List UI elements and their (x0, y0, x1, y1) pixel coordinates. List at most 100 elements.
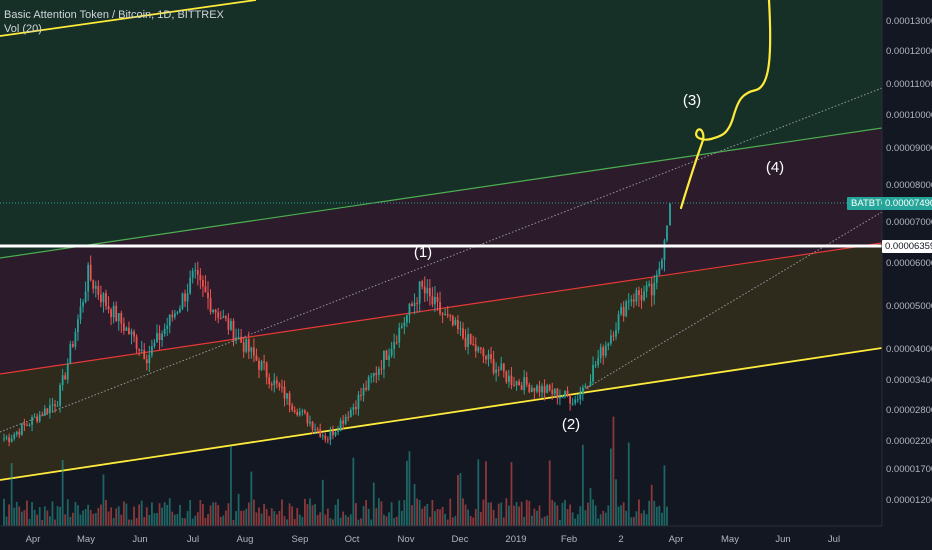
candle-body (61, 375, 64, 386)
volume-bar (457, 474, 459, 526)
volume-bar (594, 505, 597, 526)
volume-bar (298, 514, 301, 526)
volume-bar (194, 515, 197, 526)
volume-bar (186, 511, 189, 526)
candle-body (304, 410, 306, 413)
candle-body (528, 384, 531, 393)
candle-body (666, 225, 668, 241)
volume-bar (130, 519, 133, 526)
candle-body (337, 430, 339, 432)
candle-body (263, 361, 265, 363)
candle-body (500, 363, 503, 371)
candle-body (638, 290, 640, 296)
time-axis[interactable]: Apr May Jun Jul Aug Sep Oct Nov Dec 2019 Feb 2 Apr Ma… (26, 534, 840, 545)
candle-body (400, 326, 403, 328)
candle-body (199, 274, 202, 281)
volume-bar (161, 507, 163, 526)
volume-bar (329, 518, 332, 526)
volume-bar (398, 500, 401, 526)
candle-body (20, 423, 23, 435)
volume-bar (564, 499, 566, 526)
candle-body (298, 411, 301, 416)
volume-bar (319, 512, 322, 526)
price-axis[interactable]: 0.00013000 0.00012000 0.00011000 0.00010000… (886, 16, 932, 506)
volume-bar (661, 512, 663, 526)
candle-body (161, 333, 163, 340)
candle-body (105, 293, 107, 307)
volume-bar (84, 509, 87, 526)
volume-bar (110, 507, 112, 526)
volume-bar (426, 503, 429, 526)
dotted-trend-line-b[interactable] (579, 211, 882, 393)
volume-bar (56, 506, 59, 526)
volume-bar (584, 510, 587, 526)
lower-channel-line[interactable] (0, 347, 882, 481)
candle-body (275, 380, 278, 384)
candle-body (51, 404, 54, 406)
candle-body (176, 312, 179, 314)
candle-body (538, 385, 541, 393)
top-left-trend-line[interactable] (0, 0, 257, 37)
candle-body (362, 387, 365, 396)
candle-body (36, 416, 39, 422)
volume-bar (3, 498, 5, 526)
chart-legend[interactable]: Basic Attention Token / Bitcoin, 1D, BIT… (4, 8, 224, 36)
candle-body (421, 281, 424, 287)
candle-body (546, 385, 549, 393)
candle-body (117, 313, 120, 322)
middle-channel-line[interactable] (0, 242, 882, 375)
volume-bar (79, 514, 82, 526)
candle-body (153, 342, 156, 347)
candle-body (355, 407, 357, 410)
time-axis-background[interactable] (0, 526, 932, 550)
candle-body (454, 320, 457, 326)
candle-body (441, 313, 444, 315)
candle-body (515, 381, 518, 386)
volume-bar (393, 517, 396, 526)
candle-body (495, 369, 498, 373)
candle-body (288, 393, 291, 406)
candle-body (148, 354, 151, 364)
time-axis-tick-label: May (77, 534, 95, 545)
candle-body (592, 365, 594, 382)
volume-bar (235, 511, 237, 526)
volume-bar (589, 487, 592, 526)
volume-bar (587, 502, 589, 526)
volume-bar (454, 515, 457, 526)
candle-body (145, 359, 148, 364)
volume-bar (168, 498, 171, 526)
volume-bar (658, 505, 661, 526)
volume-bar (530, 515, 533, 526)
volume-bar (462, 498, 464, 526)
upper-channel-line[interactable] (0, 127, 882, 259)
candle-body (49, 405, 51, 413)
volume-bar (227, 503, 230, 526)
volume-bar (8, 504, 10, 526)
volume-bar (377, 498, 380, 526)
price-axis-tick-label: 0.00010000 (886, 110, 932, 121)
candle-body (268, 377, 271, 384)
volume-bar (645, 514, 648, 526)
candle-body (344, 416, 347, 424)
candle-body (372, 373, 375, 377)
volume-bar (71, 512, 74, 526)
price-axis-background[interactable] (882, 0, 932, 550)
dotted-trend-line-a[interactable] (0, 87, 882, 433)
price-axis-tick-label: 0.00003400 (886, 375, 932, 386)
volume-indicator-label[interactable]: Vol (20) (4, 23, 42, 35)
volume-bar (117, 506, 120, 526)
candle-body (352, 407, 355, 410)
symbol-title[interactable]: Basic Attention Token / Bitcoin, 1D, BIT… (4, 9, 224, 21)
projection-path[interactable] (679, 0, 772, 210)
candle-body (265, 362, 268, 378)
volume-histogram (3, 416, 668, 526)
volume-bar (434, 511, 436, 526)
candle-body (622, 307, 625, 317)
candle-body (168, 314, 171, 326)
candle-body (227, 318, 230, 330)
price-axis-tick-label: 0.00001200 (886, 495, 932, 506)
volume-bar (383, 514, 385, 526)
volume-bar (296, 508, 299, 526)
candle-body (324, 435, 327, 440)
